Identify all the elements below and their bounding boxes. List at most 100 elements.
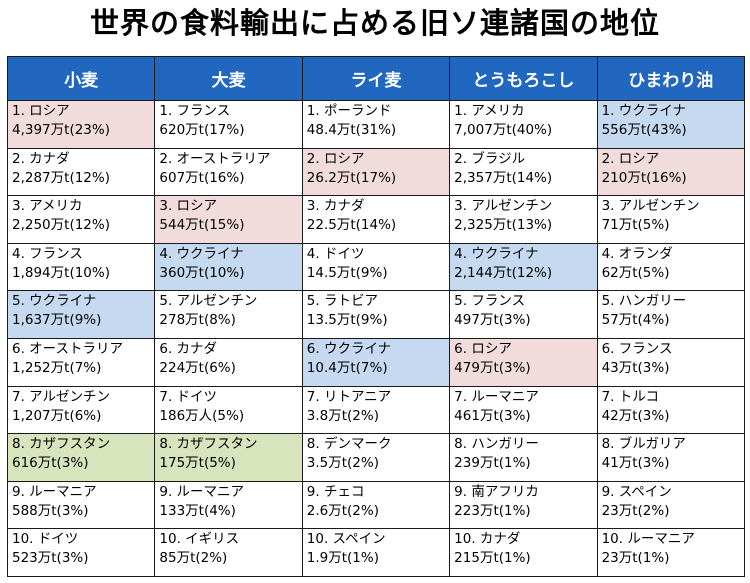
rank-country: 2. オーストラリア — [159, 150, 271, 167]
rank-country: 5. アルゼンチン — [159, 293, 258, 310]
rank-country: 1. フランス — [159, 103, 231, 119]
table-cell: 6. フランス 43万t(3%) — [596, 337, 745, 387]
column-header-sunflower-oil: ひまわり油 — [596, 56, 745, 101]
export-amount: 556万t(43%) — [601, 122, 687, 138]
table-cell: 9. ルーマニア 133万t(4%) — [154, 480, 303, 530]
export-amount: 71万t(5%) — [601, 217, 670, 234]
export-ranking-table: 小麦 大麦 ライ麦 とうもろこし ひまわり油 1. ロシア 4,397万t(23%… — [6, 56, 745, 577]
export-amount: 62万t(5%) — [601, 264, 670, 281]
rank-country: 2. ロシア — [601, 150, 660, 167]
table-cell: 6. カナダ 224万t(6%) — [154, 337, 303, 387]
table-cell: 9. ルーマニア 588万t(3%) — [6, 480, 156, 530]
export-amount: 3.5万t(2%) — [306, 455, 379, 472]
rank-country: 9. ルーマニア — [159, 483, 245, 500]
export-amount: 85万t(2%) — [159, 550, 228, 567]
rank-country: 10. ドイツ — [12, 531, 79, 548]
export-amount: 2,357万t(14%) — [454, 169, 553, 186]
rank-country: 3. アルゼンチン — [601, 198, 700, 215]
export-amount: 133万t(4%) — [159, 502, 236, 519]
export-amount: 223万t(1%) — [454, 502, 531, 519]
table-cell: 4. オランダ 62万t(5%) — [596, 242, 745, 292]
table-cell: 4. ウクライナ 360万t(10%) — [154, 242, 303, 292]
table-cell: 2. オーストラリア 607万t(16%) — [154, 147, 303, 197]
export-amount: 41万t(3%) — [601, 455, 670, 472]
export-amount: 1,637万t(9%) — [12, 312, 102, 329]
table-cell: 8. ブルガリア 41万t(3%) — [596, 433, 745, 482]
table-cell: 7. リトアニア 3.8万t(2%) — [301, 385, 451, 435]
rank-country: 1. ウクライナ — [601, 103, 686, 119]
rank-country: 10. スペイン — [306, 531, 386, 548]
table-cell: 8. デンマーク 3.5万t(2%) — [301, 433, 451, 482]
export-amount: 224万t(6%) — [159, 359, 236, 376]
table-cell: 10. ドイツ 523万t(3%) — [6, 528, 156, 577]
export-amount: 607万t(16%) — [159, 169, 245, 186]
rank-country: 2. カナダ — [12, 150, 70, 167]
table-cell: 6. ロシア 479万t(3%) — [449, 337, 598, 387]
export-amount: 48.4万t(31%) — [306, 122, 397, 138]
rank-country: 7. アルゼンチン — [12, 388, 111, 405]
column-header-corn: とうもろこし — [449, 56, 598, 101]
export-amount: 4,397万t(23%) — [12, 122, 110, 138]
table-cell: 5. ハンガリー 57万t(4%) — [596, 290, 745, 339]
rank-country: 5. フランス — [454, 293, 526, 310]
table-cell: 1. アメリカ 7,007万t(40%) — [449, 100, 598, 149]
rank-country: 4. フランス — [12, 245, 83, 262]
table-row: 4. フランス 1,894万t(10%) 4. ウクライナ 360万t(10%) 4. … — [6, 242, 745, 292]
rank-country: 10. ルーマニア — [601, 531, 695, 548]
rank-country: 4. オランダ — [601, 245, 673, 262]
export-amount: 620万t(17%) — [159, 122, 245, 138]
table-cell: 9. スペイン 23万t(2%) — [596, 480, 745, 530]
table-cell: 5. アルゼンチン 278万t(8%) — [154, 290, 303, 339]
export-amount: 42万t(3%) — [601, 407, 670, 424]
table-cell: 2. ブラジル 2,357万t(14%) — [449, 147, 598, 197]
export-amount: 2,325万t(13%) — [454, 217, 553, 234]
export-amount: 175万t(5%) — [159, 455, 236, 472]
rank-country: 6. フランス — [601, 340, 673, 357]
export-amount: 23万t(1%) — [601, 550, 670, 567]
rank-country: 3. ロシア — [159, 198, 218, 215]
rank-country: 8. カザフスタン — [12, 436, 111, 453]
table-cell: 10. カナダ 215万t(1%) — [449, 528, 598, 577]
table-cell: 7. ルーマニア 461万t(3%) — [449, 385, 598, 435]
rank-country: 3. アルゼンチン — [454, 198, 553, 215]
table-cell: 8. カザフスタン 175万t(5%) — [154, 433, 303, 482]
rank-country: 2. ロシア — [306, 150, 365, 167]
table-row: 9. ルーマニア 588万t(3%) 9. ルーマニア 133万t(4%) 9. チェコ… — [6, 480, 745, 530]
export-amount: 360万t(10%) — [159, 264, 245, 281]
export-amount: 1,252万t(7%) — [12, 359, 102, 376]
export-amount: 544万t(15%) — [159, 217, 245, 234]
export-amount: 2.6万t(2%) — [306, 502, 379, 519]
rank-country: 7. ドイツ — [159, 388, 218, 405]
rank-country: 7. リトアニア — [306, 388, 392, 405]
export-amount: 2,250万t(12%) — [12, 217, 110, 234]
export-amount: 210万t(16%) — [601, 169, 687, 186]
rank-country: 4. ウクライナ — [454, 245, 539, 262]
table-cell: 4. フランス 1,894万t(10%) — [6, 242, 156, 292]
table-header-row: 小麦 大麦 ライ麦 とうもろこし ひまわり油 — [6, 56, 745, 101]
export-amount: 26.2万t(17%) — [306, 169, 397, 186]
export-amount: 278万t(8%) — [159, 312, 236, 329]
export-amount: 7,007万t(40%) — [454, 122, 553, 138]
rank-country: 10. イギリス — [159, 531, 240, 548]
export-amount: 1,894万t(10%) — [12, 264, 110, 281]
export-amount: 239万t(1%) — [454, 455, 531, 472]
rank-country: 6. ロシア — [454, 340, 512, 357]
column-header-barley: 大麦 — [154, 56, 303, 101]
rank-country: 8. ブルガリア — [601, 436, 686, 453]
rank-country: 10. カナダ — [454, 531, 521, 548]
table-cell: 7. トルコ 42万t(3%) — [596, 385, 745, 435]
export-amount: 616万t(3%) — [12, 455, 89, 472]
table-cell: 1. ウクライナ 556万t(43%) — [596, 100, 745, 149]
table-cell: 2. ロシア 26.2万t(17%) — [301, 147, 451, 197]
table-cell: 8. ハンガリー 239万t(1%) — [449, 433, 598, 482]
export-amount: 14.5万t(9%) — [306, 264, 388, 281]
export-amount: 497万t(3%) — [454, 312, 531, 329]
export-amount: 215万t(1%) — [454, 550, 531, 567]
rank-country: 5. ラトビア — [306, 293, 378, 310]
table-cell: 1. ロシア 4,397万t(23%) — [6, 100, 156, 149]
table-cell: 3. カナダ 22.5万t(14%) — [301, 195, 451, 244]
export-amount: 22.5万t(14%) — [306, 217, 397, 234]
table-cell: 5. フランス 497万t(3%) — [449, 290, 598, 339]
export-amount: 13.5万t(9%) — [306, 312, 388, 329]
table-cell: 3. アルゼンチン 2,325万t(13%) — [449, 195, 598, 244]
